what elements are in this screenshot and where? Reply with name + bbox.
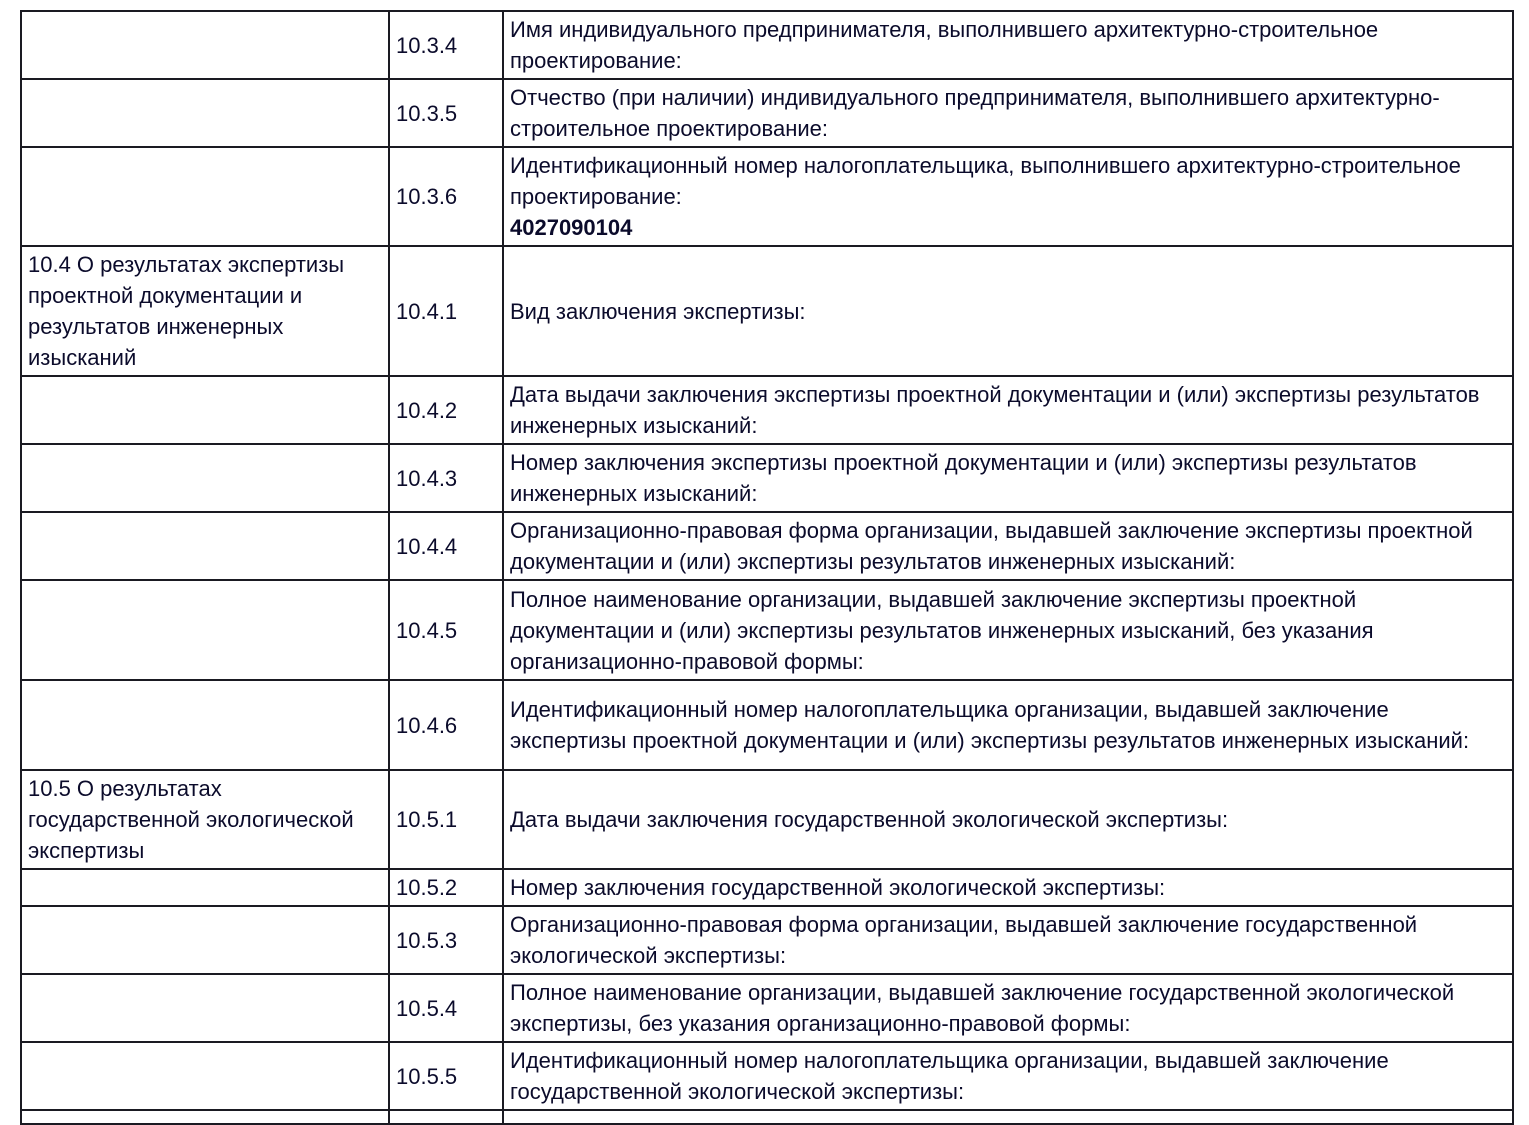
table-row: 10.3.5 Отчество (при наличии) индивидуал… [20,78,1514,148]
description-text: Отчество (при наличии) индивидуального п… [510,85,1440,141]
description-cell: Организационно-правовая форма организаци… [502,511,1514,581]
description-cell: Вид заключения экспертизы: [502,245,1514,377]
item-number-cell: 10.4.3 [388,443,504,513]
description-text: Номер заключения экспертизы проектной до… [510,450,1417,506]
declaration-table: 10.3.4 Имя индивидуального предпринимате… [20,10,1514,1125]
section-cell [20,905,390,975]
section-header-cell: 10.4 О результатах экспертизы проектной … [20,245,390,377]
section-cell [20,1041,390,1111]
section-cell [20,146,390,247]
description-text: Полное наименование организации, выдавше… [510,586,1374,674]
table-row: 10.5.2 Номер заключения государственной … [20,868,1514,907]
section-cell [20,579,390,681]
section-cell [20,679,390,771]
description-text: Организационно-правовая форма организаци… [510,912,1418,968]
item-number-cell: 10.3.4 [388,10,504,80]
section-header-cell: 10.5 О результатах государственной эколо… [20,769,390,870]
table-row-partial [20,1109,1514,1125]
description-text: Номер заключения государственной экологи… [510,875,1166,900]
section-cell [20,973,390,1043]
table-row: 10.4 О результатах экспертизы проектной … [20,245,1514,377]
table-row: 10.5.4 Полное наименование организации, … [20,973,1514,1043]
item-number-cell: 10.4.1 [388,245,504,377]
section-cell [20,10,390,80]
table-row: 10.3.6 Идентификационный номер налогопла… [20,146,1514,247]
item-number-cell: 10.5.1 [388,769,504,870]
item-number-cell: 10.5.5 [388,1041,504,1111]
section-cell [20,868,390,907]
item-number-cell: 10.3.5 [388,78,504,148]
section-cell [20,375,390,445]
description-cell: Номер заключения государственной экологи… [502,868,1514,907]
description-cell: Полное наименование организации, выдавше… [502,973,1514,1043]
section-cell [20,78,390,148]
description-text: Полное наименование организации, выдавше… [510,980,1455,1036]
item-number-cell [388,1109,504,1125]
table-row: 10.3.4 Имя индивидуального предпринимате… [20,10,1514,80]
description-text: Идентификационный номер налогоплательщик… [510,697,1470,753]
description-text: Идентификационный номер налогоплательщик… [510,153,1461,209]
description-text: Организационно-правовая форма организаци… [510,518,1473,574]
section-cell [20,511,390,581]
description-cell: Дата выдачи заключения экспертизы проект… [502,375,1514,445]
table-row: 10.4.3 Номер заключения экспертизы проек… [20,443,1514,513]
item-number-cell: 10.4.4 [388,511,504,581]
description-cell: Имя индивидуального предпринимателя, вып… [502,10,1514,80]
description-text: Идентификационный номер налогоплательщик… [510,1048,1389,1104]
description-text: Дата выдачи заключения экспертизы проект… [510,382,1480,438]
description-text: Вид заключения экспертизы: [510,298,806,324]
section-cell [20,1109,390,1125]
inn-value: 4027090104 [510,215,633,240]
description-cell: Идентификационный номер налогоплательщик… [502,679,1514,771]
description-cell [502,1109,1514,1125]
section-cell [20,443,390,513]
item-number-cell: 10.4.6 [388,679,504,771]
description-cell: Дата выдачи заключения государственной э… [502,769,1514,870]
description-cell: Номер заключения экспертизы проектной до… [502,443,1514,513]
table-row: 10.5.3 Организационно-правовая форма орг… [20,905,1514,975]
item-number-cell: 10.3.6 [388,146,504,247]
description-cell: Отчество (при наличии) индивидуального п… [502,78,1514,148]
description-text: Дата выдачи заключения государственной э… [510,807,1229,832]
description-text: Имя индивидуального предпринимателя, вып… [510,17,1379,73]
table-row: 10.4.6 Идентификационный номер налогопла… [20,679,1514,771]
description-cell: Идентификационный номер налогоплательщик… [502,1041,1514,1111]
table-row: 10.5.5 Идентификационный номер налогопла… [20,1041,1514,1111]
item-number-cell: 10.4.5 [388,579,504,681]
table-row: 10.4.4 Организационно-правовая форма орг… [20,511,1514,581]
item-number-cell: 10.4.2 [388,375,504,445]
table-row: 10.4.2 Дата выдачи заключения экспертизы… [20,375,1514,445]
description-cell: Организационно-правовая форма организаци… [502,905,1514,975]
declaration-table-body: 10.3.4 Имя индивидуального предпринимате… [20,10,1514,1125]
description-cell: Идентификационный номер налогоплательщик… [502,146,1514,247]
item-number-cell: 10.5.4 [388,973,504,1043]
item-number-cell: 10.5.2 [388,868,504,907]
item-number-cell: 10.5.3 [388,905,504,975]
description-cell: Полное наименование организации, выдавше… [502,579,1514,681]
table-row: 10.4.5 Полное наименование организации, … [20,579,1514,681]
table-row: 10.5 О результатах государственной эколо… [20,769,1514,870]
